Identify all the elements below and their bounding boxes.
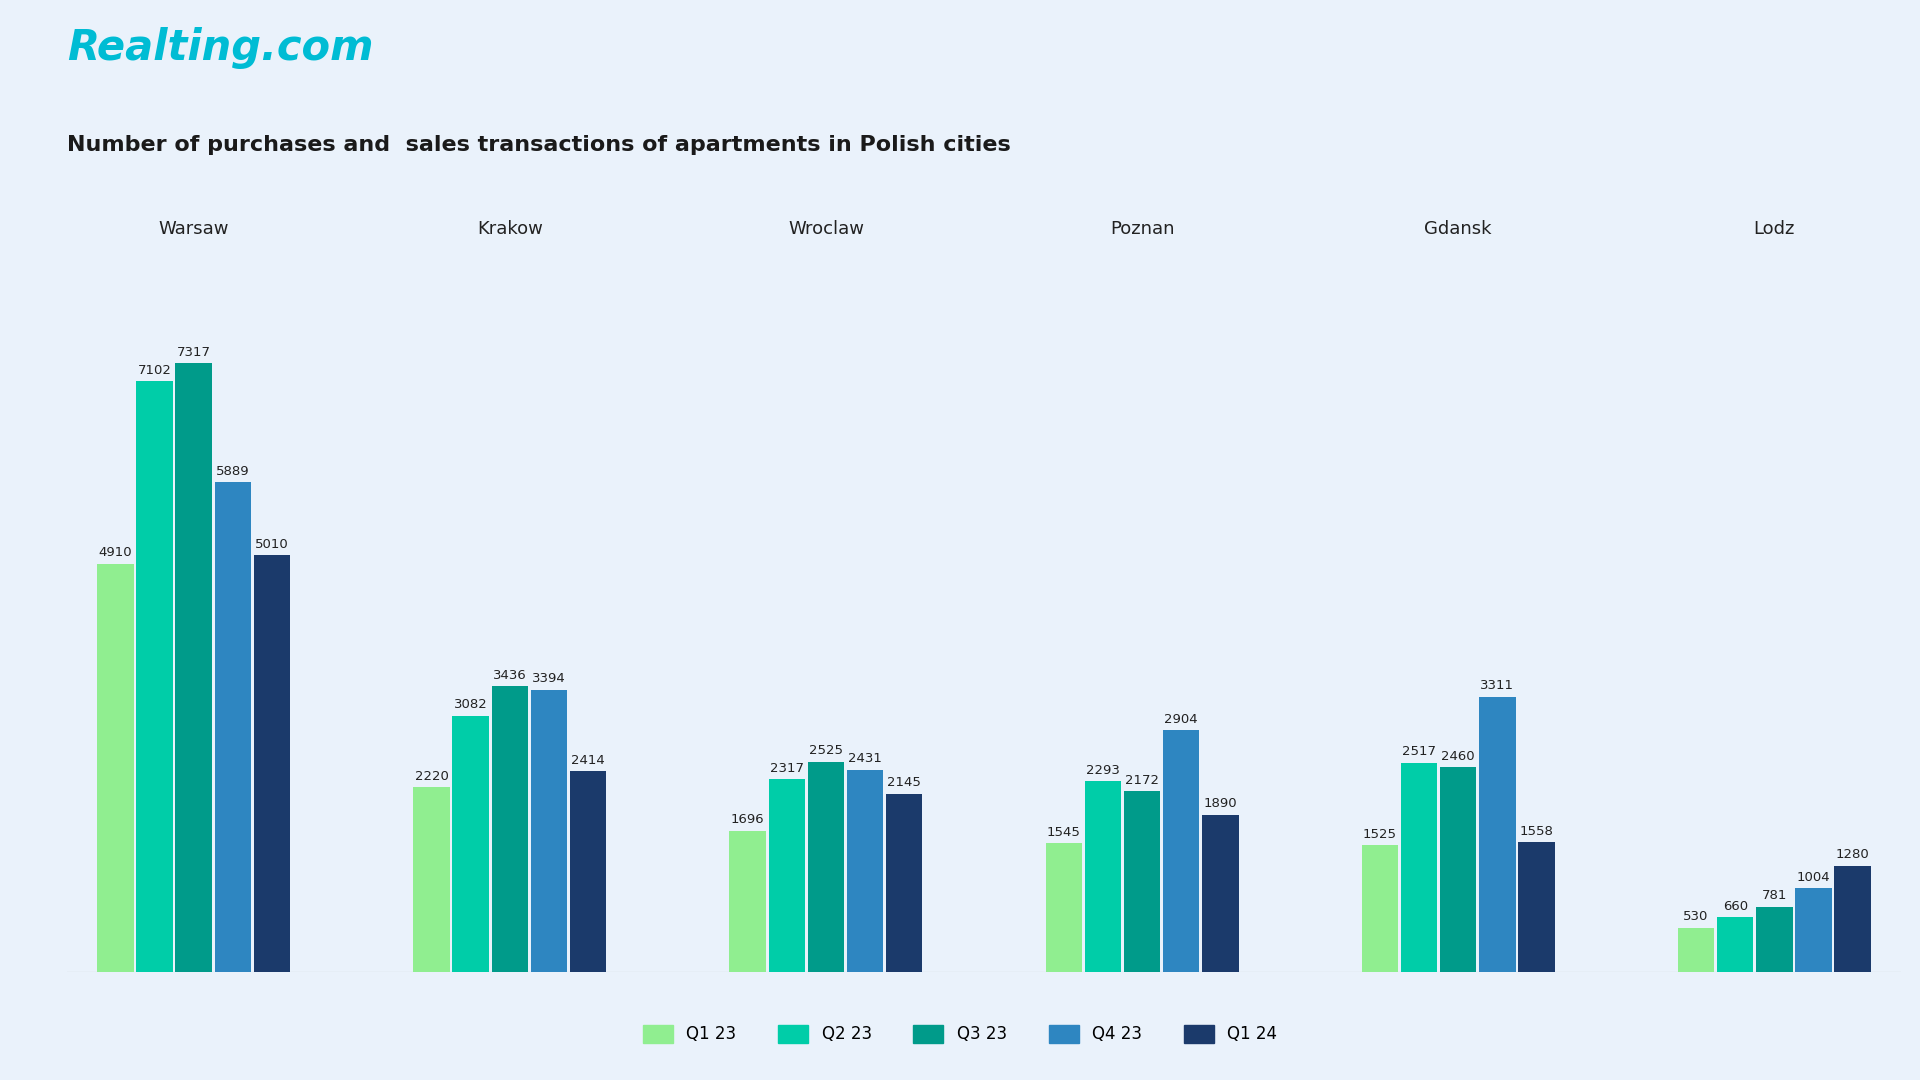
Text: 1696: 1696 <box>732 813 764 826</box>
Text: 5889: 5889 <box>215 464 250 477</box>
Text: 3311: 3311 <box>1480 679 1515 692</box>
Text: 3394: 3394 <box>532 672 566 685</box>
Text: Krakow: Krakow <box>476 220 543 239</box>
Text: Warsaw: Warsaw <box>159 220 228 239</box>
Bar <box>453 716 490 972</box>
Text: 5010: 5010 <box>255 538 288 551</box>
Text: 1525: 1525 <box>1363 827 1398 840</box>
Bar <box>1402 762 1438 972</box>
Bar <box>1440 768 1476 972</box>
Bar <box>730 831 766 972</box>
Bar <box>1123 792 1160 972</box>
Bar <box>1202 814 1238 972</box>
Bar <box>1046 843 1083 972</box>
Bar <box>98 564 134 972</box>
Text: 3082: 3082 <box>453 698 488 711</box>
Text: 1545: 1545 <box>1046 826 1081 839</box>
Bar <box>1085 781 1121 972</box>
Bar <box>570 771 607 972</box>
Bar <box>1834 865 1870 972</box>
Text: 3436: 3436 <box>493 669 526 681</box>
Bar <box>1519 842 1555 972</box>
Text: 2414: 2414 <box>570 754 605 767</box>
Bar <box>847 770 883 972</box>
Text: 4910: 4910 <box>98 546 132 559</box>
Bar <box>1795 889 1832 972</box>
Text: 530: 530 <box>1684 910 1709 923</box>
Text: Wroclaw: Wroclaw <box>787 220 864 239</box>
Text: 2145: 2145 <box>887 777 922 789</box>
Text: 2431: 2431 <box>849 753 881 766</box>
Text: Lodz: Lodz <box>1753 220 1795 239</box>
Bar <box>175 364 211 972</box>
Text: 781: 781 <box>1763 890 1788 903</box>
Bar <box>253 555 290 972</box>
Text: 1558: 1558 <box>1519 825 1553 838</box>
Text: Gdansk: Gdansk <box>1425 220 1492 239</box>
Bar <box>530 690 566 972</box>
Bar <box>768 780 804 972</box>
Bar <box>136 381 173 972</box>
Bar <box>492 686 528 972</box>
Text: 7317: 7317 <box>177 346 211 359</box>
Text: 2525: 2525 <box>808 744 843 757</box>
Text: Number of purchases and  sales transactions of apartments in Polish cities: Number of purchases and sales transactio… <box>67 135 1012 156</box>
Text: 2220: 2220 <box>415 770 449 783</box>
Text: 7102: 7102 <box>138 364 171 377</box>
Text: 2460: 2460 <box>1442 750 1475 762</box>
Text: 2317: 2317 <box>770 761 804 774</box>
Text: 1890: 1890 <box>1204 797 1236 810</box>
Bar <box>1164 730 1200 972</box>
Text: Realting.com: Realting.com <box>67 27 374 69</box>
Text: 2517: 2517 <box>1402 745 1436 758</box>
Bar <box>808 762 845 972</box>
Text: 1004: 1004 <box>1797 870 1830 883</box>
Bar <box>1678 928 1715 972</box>
Bar <box>885 794 922 972</box>
Legend: Q1 23, Q2 23, Q3 23, Q4 23, Q1 24: Q1 23, Q2 23, Q3 23, Q4 23, Q1 24 <box>636 1018 1284 1050</box>
Bar <box>1757 907 1793 972</box>
Bar <box>1361 846 1398 972</box>
Text: 1280: 1280 <box>1836 848 1870 861</box>
Bar <box>215 482 252 972</box>
Bar <box>1478 697 1515 972</box>
Text: 2293: 2293 <box>1087 764 1119 777</box>
Bar <box>413 787 449 972</box>
Bar <box>1716 917 1753 972</box>
Text: 2172: 2172 <box>1125 773 1160 786</box>
Text: 660: 660 <box>1722 900 1747 913</box>
Text: Poznan: Poznan <box>1110 220 1175 239</box>
Text: 2904: 2904 <box>1164 713 1198 726</box>
